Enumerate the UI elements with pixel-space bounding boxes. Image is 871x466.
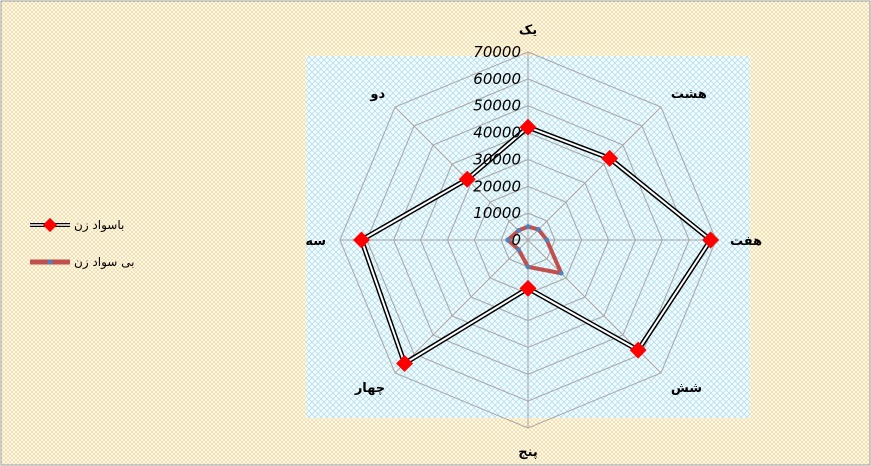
legend-entry-series-2: بی سواد زن bbox=[30, 255, 135, 270]
series-2-point bbox=[558, 270, 564, 276]
tick-label: 30000 bbox=[473, 150, 521, 168]
category-label: سه bbox=[305, 234, 326, 249]
tick-label: 50000 bbox=[473, 97, 521, 115]
legend-label-series-2: بی سواد زن bbox=[74, 255, 135, 270]
radial-ticks: 0 10000 20000 30000 40000 50000 60000 70000 bbox=[473, 43, 521, 249]
tick-label: 70000 bbox=[473, 43, 521, 61]
series-2-point bbox=[525, 224, 531, 229]
category-label: هشت bbox=[671, 87, 707, 102]
grid-spoke bbox=[527, 106, 662, 241]
legend: باسواد زن بی سواد زن bbox=[30, 217, 135, 270]
legend-label-series-1: باسواد زن bbox=[74, 218, 124, 233]
series-1-point bbox=[629, 341, 647, 359]
grid-spoke bbox=[394, 106, 529, 241]
category-label: چهار bbox=[354, 381, 385, 396]
tick-label: 0 bbox=[511, 231, 521, 249]
category-label: پنج bbox=[518, 445, 538, 460]
tick-label: 40000 bbox=[473, 124, 521, 142]
series-2-point bbox=[505, 237, 511, 243]
series-2-point bbox=[536, 227, 541, 232]
category-label: شش bbox=[671, 381, 702, 396]
series-1-point bbox=[396, 354, 414, 372]
series-1-point bbox=[353, 231, 370, 249]
radar-series bbox=[353, 118, 720, 372]
category-label: یک bbox=[519, 23, 537, 38]
category-labels: یک هشت هفت شش پنج چهار سه دو bbox=[305, 23, 762, 460]
tick-label: 10000 bbox=[473, 204, 521, 222]
series-2-point bbox=[516, 247, 521, 252]
tick-label: 20000 bbox=[473, 177, 521, 195]
series-1-point bbox=[601, 149, 619, 167]
series-2-point bbox=[525, 264, 531, 270]
category-label: دو bbox=[369, 87, 385, 102]
legend-swatch-marker bbox=[47, 259, 53, 265]
series-2-point bbox=[516, 228, 521, 233]
series-1-point bbox=[458, 170, 476, 188]
grid-spoke bbox=[394, 239, 529, 374]
category-label: هفت bbox=[730, 234, 762, 249]
tick-label: 60000 bbox=[473, 70, 521, 88]
series-1-point bbox=[702, 231, 720, 249]
radar-grid bbox=[339, 51, 717, 429]
series-2-point bbox=[544, 237, 550, 243]
series-1-point bbox=[519, 118, 537, 136]
series-1-point bbox=[519, 279, 537, 297]
